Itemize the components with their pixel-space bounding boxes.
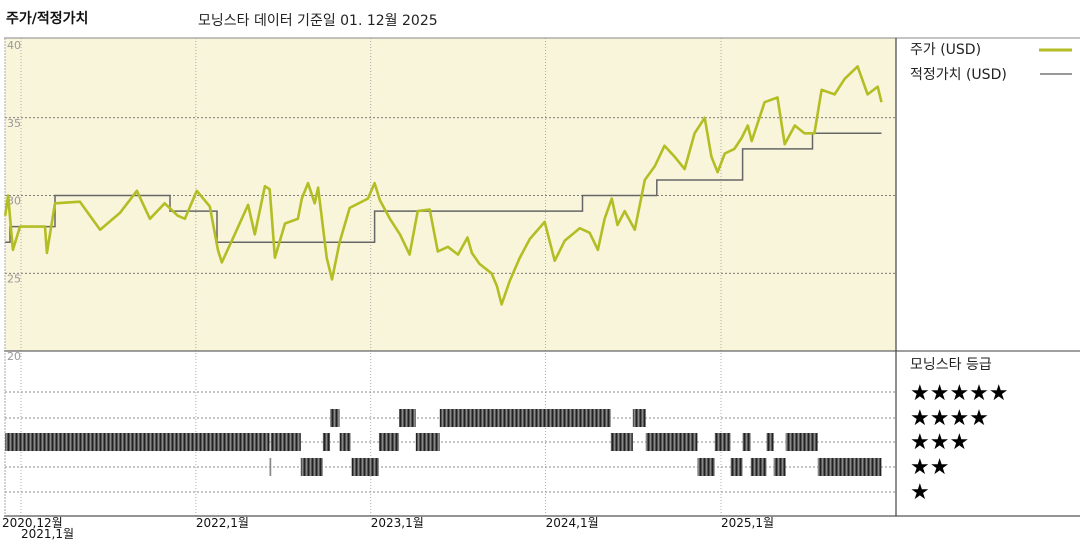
rating-bar-2-stars [817,458,882,476]
rating-bar-3-stars [785,433,818,451]
rating-bar-2-stars [351,458,379,476]
rating-bar-2-stars [750,458,767,476]
fair-value-line [5,132,882,243]
y-tick-label: 30 [7,195,21,208]
rating-bar-3-stars [270,433,301,451]
x-tick-label: 2021,1월 [21,527,74,540]
x-tick-label: 2020,12월 [2,516,63,530]
rating-bar-3-stars [339,433,351,451]
plot-background [5,38,896,351]
chart-title: 주가/적정가치 [6,11,89,27]
rating-bar-4-stars [399,409,416,427]
rating-bar-3-stars [415,433,440,451]
x-tick-label: 2023,1월 [371,516,424,530]
y-tick-label: 40 [7,39,21,52]
rating-bar-2-stars [697,458,715,476]
rating-bar-3-stars [322,433,331,451]
rating-bar-3-stars [5,433,270,451]
rating-3-stars: ★★★ [910,430,969,455]
rating-bar-4-stars [632,409,646,427]
rating-5-stars: ★★★★★ [910,381,1009,406]
x-tick-label: 2024,1월 [546,516,599,530]
rating-1-star: ★ [910,480,930,505]
rating-bar-2-stars [730,458,743,476]
y-tick-label: 25 [7,272,21,285]
rating-4-stars: ★★★★ [910,406,989,431]
rating-bar-3-stars [742,433,751,451]
rating-bar-4-stars [330,409,340,427]
y-tick-label: 20 [7,350,21,363]
rating-bar-3-stars [378,433,400,451]
rating-bar-2-stars [300,458,323,476]
rating-bar-2-stars [269,458,272,476]
rating-bar-3-stars [610,433,633,451]
rating-bar-4-stars [439,409,611,427]
legend: 주가 (USD) 적정가치 (USD) 모닝스타 등급 ★★★★★ ★★★★ ★… [910,42,1072,505]
rating-2-stars: ★★ [910,455,949,480]
data-date-subtitle: 모닝스타 데이터 기준일 01. 12월 2025 [198,13,438,29]
rating-bar-3-stars [714,433,731,451]
x-tick-label: 2022,1월 [196,516,249,530]
rating-bars [5,409,882,476]
x-tick-label: 2025,1월 [721,516,774,530]
rating-bar-2-stars [773,458,786,476]
y-tick-label: 35 [7,117,21,130]
price-line [3,65,883,306]
legend-fair-value-label: 적정가치 (USD) [910,67,1007,83]
rating-bar-3-stars [645,433,698,451]
rating-bar-3-stars [766,433,774,451]
legend-price-label: 주가 (USD) [910,42,981,58]
frame [4,37,1080,517]
rating-legend-title: 모닝스타 등급 [910,357,992,373]
